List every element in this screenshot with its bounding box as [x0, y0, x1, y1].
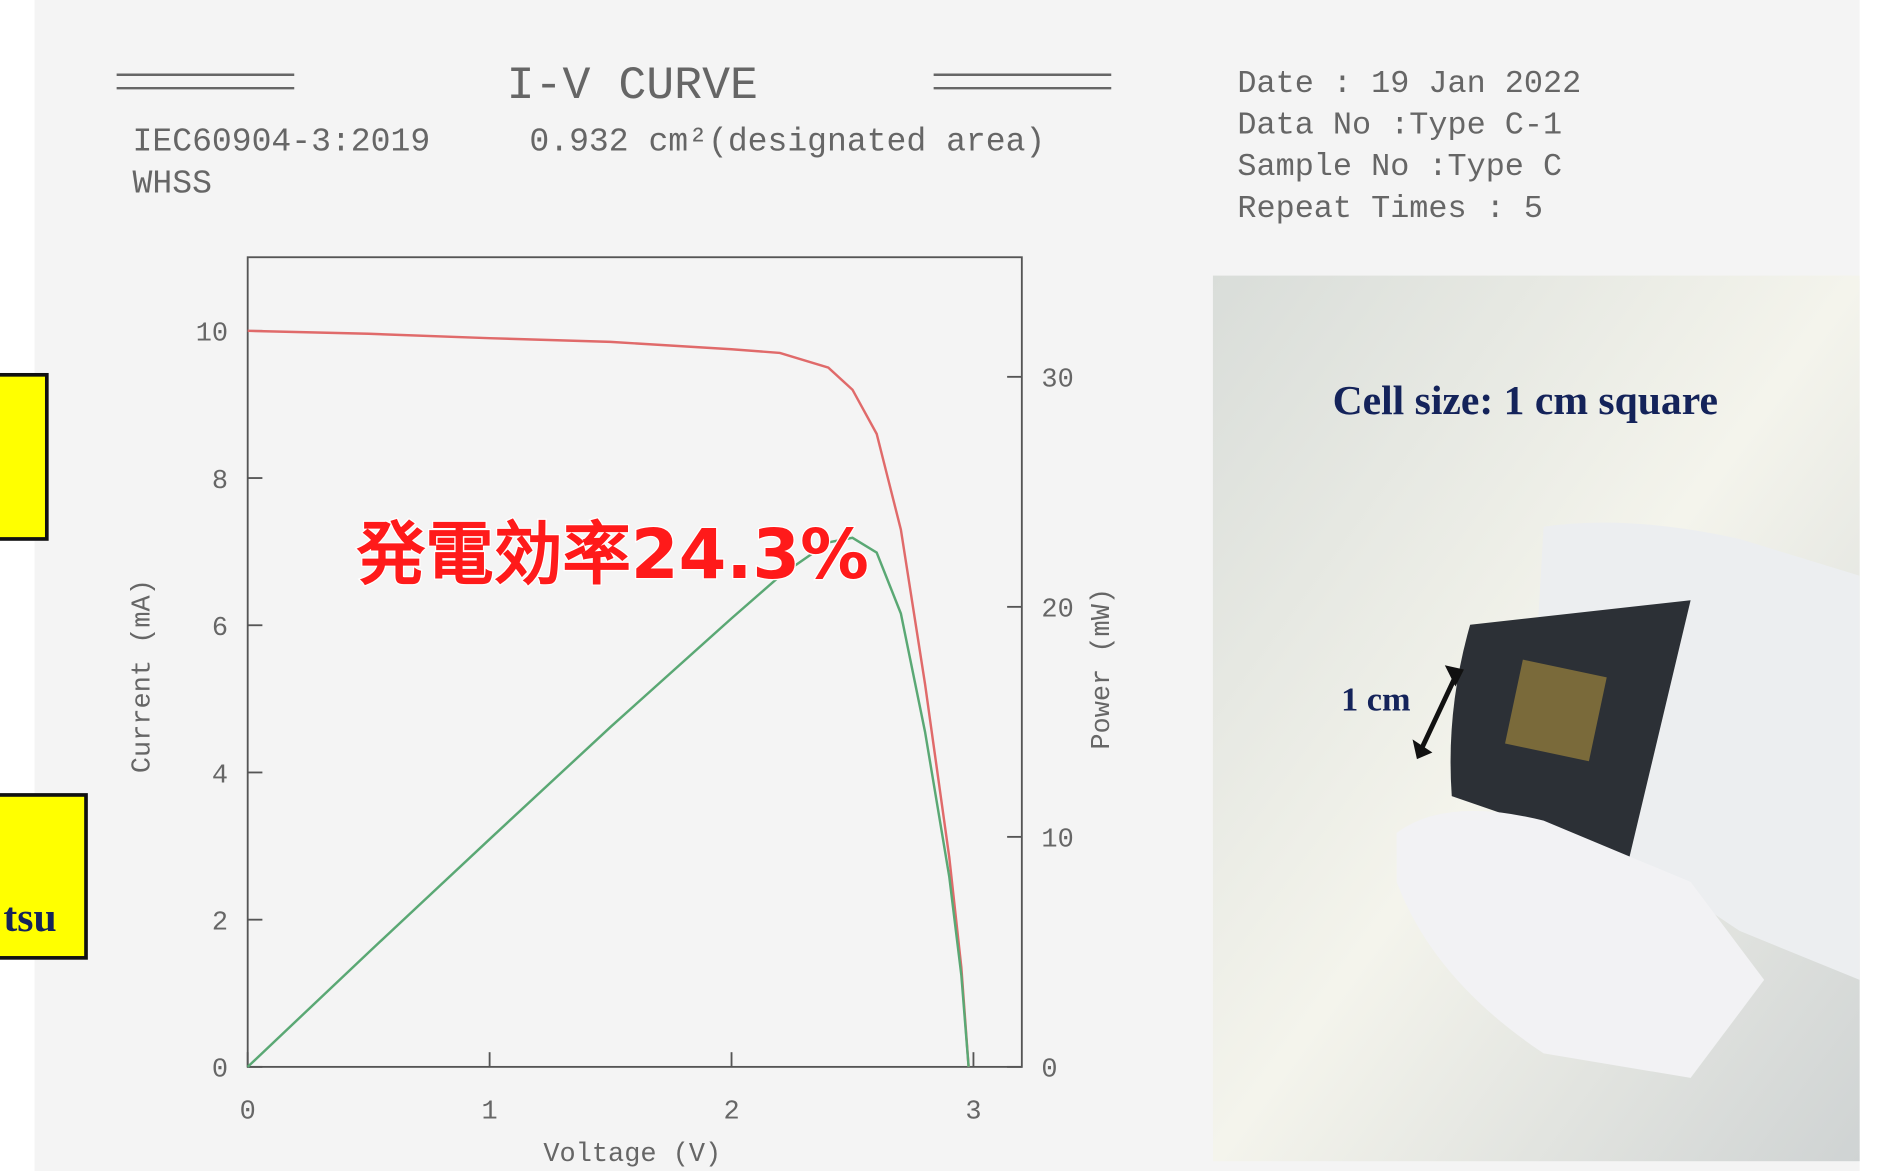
standard: IEC60904-3:2019 [133, 123, 431, 161]
y-tick-label: 2 [212, 908, 228, 938]
info-line: Repeat Times : 5 [1237, 190, 1543, 227]
x-tick-label: 3 [965, 1097, 981, 1127]
y2-axis-label: Power (mW) [1088, 588, 1118, 750]
y2-tick-label: 0 [1041, 1056, 1057, 1086]
lab: WHSS [133, 164, 212, 202]
y2-tick-label: 30 [1041, 366, 1073, 396]
y-axis-label: Current (mA) [129, 579, 159, 773]
annotation: 発電効率24.3% [357, 515, 869, 595]
x-tick-label: 0 [240, 1097, 256, 1127]
y2-tick-label: 10 [1041, 826, 1073, 856]
y-tick-label: 10 [196, 320, 228, 350]
area: 0.932 cm²(designated area) [529, 123, 1045, 161]
x-tick-label: 2 [723, 1097, 739, 1127]
y-tick-label: 0 [212, 1056, 228, 1086]
y2-tick-label: 20 [1041, 596, 1073, 626]
x-tick-label: 1 [482, 1097, 498, 1127]
side-box-text: tsu [3, 895, 56, 941]
page: tsu I-V CURVE IEC60904-3:2019 0.932 cm²(… [0, 0, 1893, 1171]
photo-caption: Cell size: 1 cm square [1333, 378, 1718, 424]
info-line: Date : 19 Jan 2022 [1237, 65, 1581, 102]
scale-label: 1 cm [1341, 680, 1410, 718]
title: I-V CURVE [507, 59, 758, 112]
side-box [0, 375, 47, 539]
info-line: Sample No :Type C [1237, 148, 1562, 185]
x-axis-label: Voltage (V) [543, 1140, 721, 1170]
y-tick-label: 4 [212, 761, 228, 791]
y-tick-label: 6 [212, 614, 228, 644]
y-tick-label: 8 [212, 467, 228, 497]
info-line: Data No :Type C-1 [1237, 107, 1562, 144]
